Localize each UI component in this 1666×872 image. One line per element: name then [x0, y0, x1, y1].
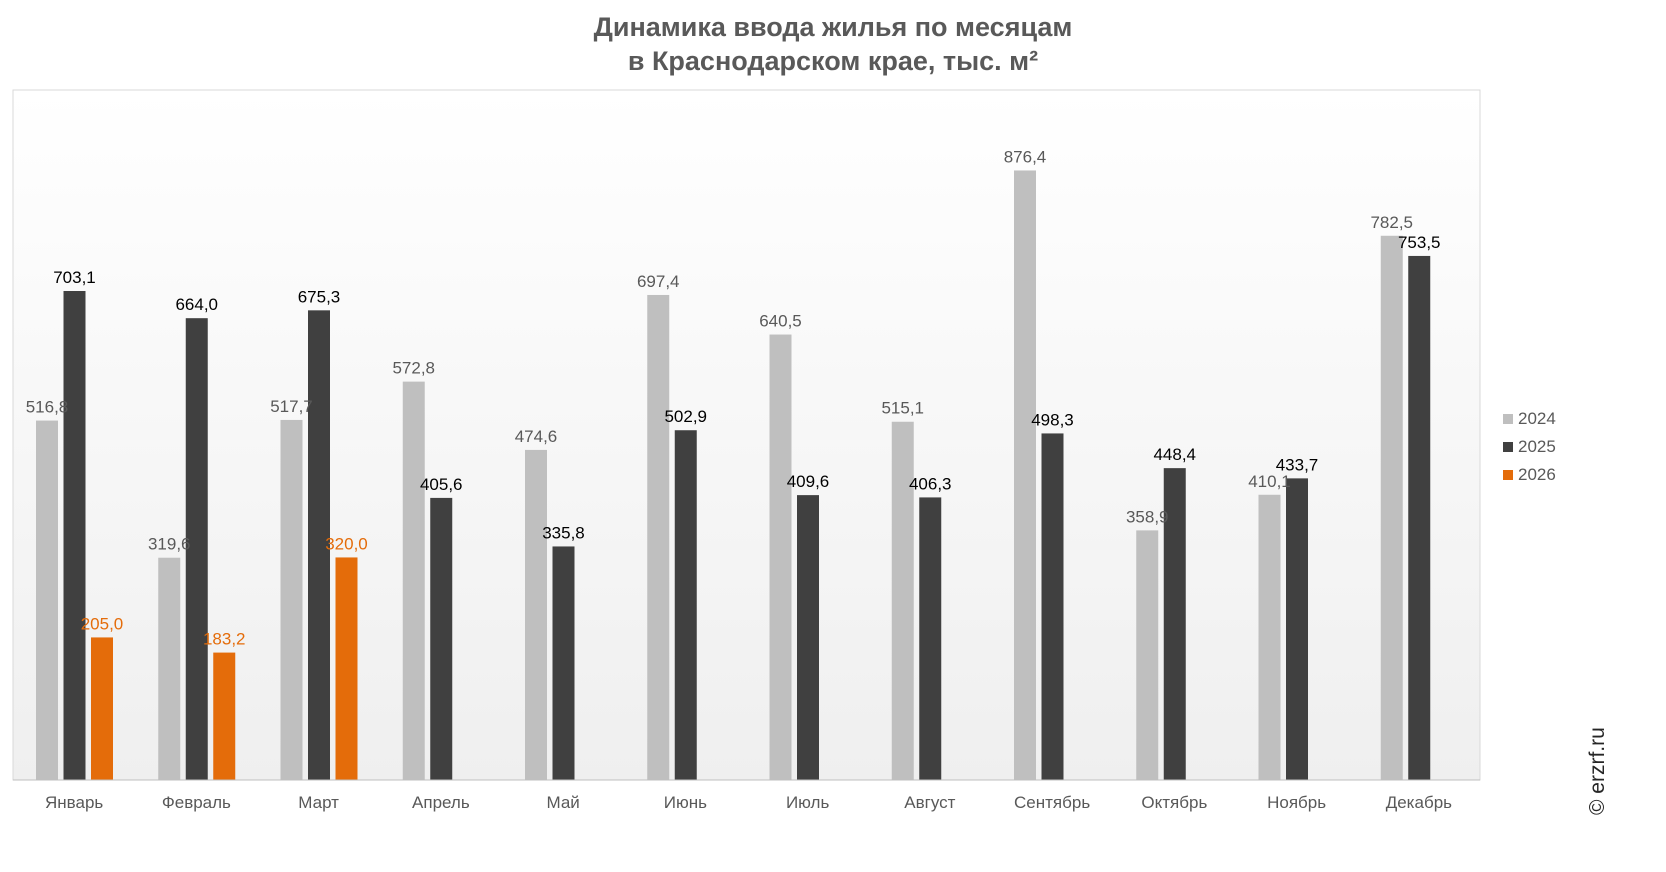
bar-2024-8 — [891, 421, 914, 780]
x-tick-label-4: Апрель — [412, 793, 470, 812]
bar-2025-2 — [185, 318, 208, 780]
legend-label-2026: 2026 — [1518, 465, 1556, 484]
plot-area — [12, 89, 1481, 781]
legend-swatch-2026 — [1503, 470, 1513, 480]
bar-2024-2 — [158, 557, 181, 780]
bar-2026-3 — [335, 557, 358, 780]
data-label-2024-11: 410,1 — [1248, 472, 1291, 491]
data-label-2024-8: 515,1 — [881, 399, 924, 418]
bar-2024-12 — [1380, 235, 1403, 781]
x-tick-label-11: Ноябрь — [1267, 793, 1326, 812]
data-label-2026-3: 320,0 — [325, 534, 368, 553]
data-label-2024-1: 516,8 — [26, 398, 69, 417]
x-tick-label-6: Июнь — [664, 793, 707, 812]
bar-2025-4 — [430, 497, 453, 780]
legend-label-2024: 2024 — [1518, 409, 1556, 428]
bar-2024-3 — [280, 419, 303, 780]
x-tick-label-5: Май — [546, 793, 579, 812]
bar-2024-9 — [1014, 170, 1036, 780]
data-label-2025-11: 433,7 — [1276, 455, 1319, 474]
bar-2025-12 — [1408, 255, 1431, 781]
x-tick-label-8: Август — [904, 793, 955, 812]
legend-swatch-2024 — [1503, 414, 1513, 424]
data-label-2025-6: 502,9 — [664, 407, 707, 426]
chart-title-line-2: в Краснодарском крае, тыс. м² — [627, 46, 1039, 76]
data-label-2024-7: 640,5 — [759, 312, 802, 331]
bar-2025-5 — [552, 546, 575, 780]
bar-2024-6 — [647, 294, 670, 780]
bar-2025-8 — [919, 497, 942, 780]
bar-2026-2 — [213, 652, 236, 780]
data-label-2025-8: 406,3 — [909, 474, 952, 493]
data-label-2024-2: 319,6 — [148, 535, 191, 554]
data-label-2024-3: 517,7 — [270, 397, 313, 416]
x-tick-label-9: Сентябрь — [1014, 793, 1090, 812]
bar-2025-1 — [63, 290, 86, 780]
x-tick-label-7: Июль — [786, 793, 830, 812]
bars-group — [36, 170, 1431, 781]
x-tick-label-2: Февраль — [162, 793, 231, 812]
data-label-2026-1: 205,0 — [81, 614, 124, 633]
data-label-2025-3: 675,3 — [298, 287, 341, 306]
legend-swatch-2025 — [1503, 442, 1513, 452]
data-label-2025-4: 405,6 — [420, 475, 463, 494]
bar-2025-11 — [1286, 478, 1308, 780]
bar-2024-4 — [402, 381, 425, 780]
data-label-2025-5: 335,8 — [542, 523, 585, 542]
data-label-2024-4: 572,8 — [392, 359, 435, 378]
data-label-2026-2: 183,2 — [203, 630, 246, 649]
legend-label-2025: 2025 — [1518, 437, 1556, 456]
bar-2024-7 — [769, 334, 792, 780]
bar-2024-1 — [36, 420, 58, 780]
data-label-2024-6: 697,4 — [637, 272, 680, 291]
data-label-2024-5: 474,6 — [515, 427, 558, 446]
data-label-2025-7: 409,6 — [787, 472, 830, 491]
x-axis-labels: Январь Февраль Март Апрель Май Июнь Июль Август… — [45, 793, 1452, 812]
data-label-2024-9: 876,4 — [1004, 147, 1047, 166]
bar-2024-5 — [525, 449, 547, 780]
x-tick-label-1: Январь — [45, 793, 103, 812]
legend: 2024 2025 2026 — [1503, 409, 1556, 484]
chart-title-line-1: Динамика ввода жилья по месяцам — [593, 12, 1073, 42]
x-tick-label-12: Декабрь — [1386, 793, 1452, 812]
bar-2025-7 — [797, 495, 819, 780]
data-labels-group: 516,8 703,1 205,0 319,6 664,0 183,2 517,7 675,3… — [26, 147, 1441, 648]
bar-2026-1 — [91, 637, 113, 780]
chart-title: Динамика ввода жилья по месяцам в Красно… — [0, 10, 1666, 78]
bar-2025-3 — [308, 310, 330, 780]
data-label-2025-9: 498,3 — [1031, 410, 1074, 429]
x-tick-label-10: Октябрь — [1141, 793, 1207, 812]
bar-2025-9 — [1041, 433, 1064, 780]
data-label-2025-2: 664,0 — [175, 295, 218, 314]
data-label-2024-10: 358,9 — [1126, 507, 1169, 526]
bar-2025-10 — [1163, 468, 1186, 780]
x-tick-label-3: Март — [298, 793, 339, 812]
data-label-2025-12: 753,5 — [1398, 233, 1441, 252]
data-label-2024-12: 782,5 — [1370, 213, 1413, 232]
data-label-2025-10: 448,4 — [1153, 445, 1196, 464]
data-label-2025-1: 703,1 — [53, 268, 96, 287]
bar-2024-10 — [1136, 530, 1159, 780]
credit-text: © erzrf.ru — [1586, 727, 1609, 815]
bar-2024-11 — [1258, 494, 1281, 780]
bar-2025-6 — [674, 430, 697, 780]
